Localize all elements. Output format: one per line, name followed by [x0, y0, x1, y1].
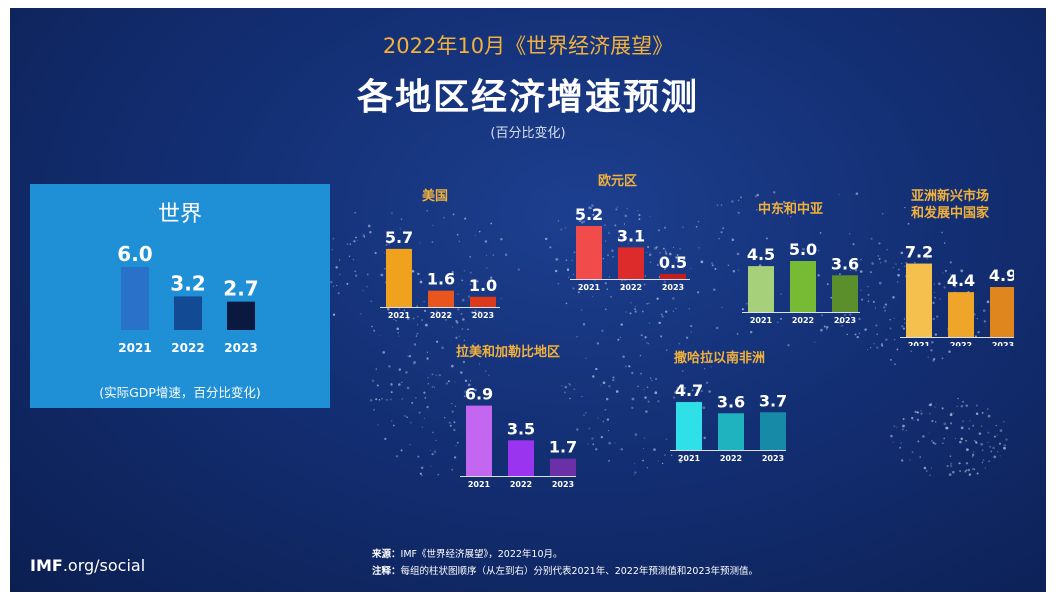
region-title-mena: 中东和中亚 — [758, 202, 824, 217]
latam-value-2023: 1.7 — [549, 438, 576, 457]
mena-year-2022: 2022 — [792, 316, 814, 324]
mena-year-2023: 2023 — [834, 316, 856, 324]
mena-chart: 4.5 2021 5.0 2022 3.6 2023 — [742, 240, 860, 324]
world-year-2023: 2023 — [224, 341, 257, 355]
euro-chart: 5.2 2021 3.1 2022 0.5 2023 — [570, 205, 690, 292]
asia-bar-2021 — [906, 263, 932, 337]
report-subtitle: 2022年10月《世界经济展望》 — [382, 34, 674, 58]
us-year-2022: 2022 — [430, 311, 452, 320]
asia-chart: 7.2 2021 4.4 2022 4.9 2023 — [900, 243, 1014, 346]
mena-year-2021: 2021 — [750, 316, 773, 324]
page-title: 各地区经济增速预测 — [356, 77, 699, 118]
mena-bar-2023 — [832, 275, 858, 312]
us-value-2023: 1.0 — [469, 276, 497, 295]
asia-value-2023: 4.9 — [989, 266, 1014, 285]
latam-value-2021: 6.9 — [465, 385, 493, 404]
asia-year-2023: 2023 — [992, 341, 1014, 346]
ssa-value-2023: 3.7 — [759, 391, 786, 410]
us-year-2023: 2023 — [472, 311, 494, 320]
ssa-year-2021: 2021 — [678, 454, 701, 462]
infographic: 2022年10月《世界经济展望》 各地区经济增速预测 (百分比变化) 世界 6.… — [10, 8, 1046, 592]
region-title-asia: 亚洲新兴市场 和发展中国家 — [910, 189, 989, 221]
world-year-2021: 2021 — [118, 341, 151, 355]
us-bar-2023 — [470, 296, 496, 307]
ssa-bar-2023 — [760, 412, 786, 450]
mena-bar-2021 — [748, 266, 774, 312]
latam-bar-2023 — [550, 458, 576, 476]
euro-bar-2021 — [576, 225, 602, 279]
euro-bar-2023 — [660, 273, 686, 279]
latam-year-2023: 2023 — [552, 480, 574, 488]
euro-year-2022: 2022 — [620, 283, 642, 292]
asia-year-2021: 2021 — [908, 341, 931, 346]
world-value-2023: 2.7 — [223, 277, 258, 301]
footnote: 注释：每组的柱状图顺序（从左到右）分别代表2021年、2022年预测值和2023… — [372, 566, 759, 577]
latam-year-2021: 2021 — [468, 480, 491, 488]
us-value-2021: 5.7 — [385, 228, 413, 247]
euro-value-2021: 5.2 — [575, 205, 603, 224]
unit-label: (百分比变化) — [490, 126, 566, 141]
latam-bar-2022 — [508, 440, 534, 476]
world-chart: 6.0 2021 3.2 2022 2.7 2023 — [117, 242, 258, 355]
world-bar-2022 — [174, 296, 202, 330]
euro-value-2023: 0.5 — [659, 253, 687, 272]
us-value-2022: 1.6 — [427, 270, 455, 289]
asia-value-2022: 4.4 — [947, 271, 975, 290]
latam-year-2022: 2022 — [510, 480, 532, 488]
asia-year-2022: 2022 — [950, 341, 972, 346]
ssa-bar-2022 — [718, 413, 744, 450]
euro-bar-2022 — [618, 247, 644, 279]
world-value-2022: 3.2 — [170, 271, 205, 295]
latam-bar-2021 — [466, 405, 492, 476]
world-panel: 世界 6.0 2021 3.2 2022 2.7 2023 (实际GDP增速，百分比变化) — [30, 184, 330, 408]
region-title-ssa: 撒哈拉以南非洲 — [674, 351, 766, 366]
world-value-2021: 6.0 — [117, 242, 152, 266]
euro-year-2021: 2021 — [578, 283, 601, 292]
mena-value-2022: 5.0 — [789, 240, 817, 259]
euro-year-2023: 2023 — [662, 283, 684, 292]
mena-bar-2022 — [790, 261, 816, 312]
region-title-us: 美国 — [422, 189, 449, 204]
world-bar-2021 — [121, 267, 149, 330]
mena-value-2023: 3.6 — [831, 254, 859, 273]
latam-value-2022: 3.5 — [507, 419, 535, 438]
ssa-bar-2021 — [676, 402, 702, 450]
ssa-year-2023: 2023 — [762, 454, 784, 462]
world-title: 世界 — [157, 202, 202, 227]
ssa-year-2022: 2022 — [720, 454, 742, 462]
ssa-value-2021: 4.7 — [675, 381, 703, 400]
asia-value-2021: 7.2 — [905, 243, 933, 262]
region-title-latam: 拉美和加勒比地区 — [456, 345, 561, 360]
world-year-2022: 2022 — [171, 341, 204, 355]
ssa-chart: 4.7 2021 3.6 2022 3.7 2023 — [670, 381, 786, 462]
world-note: (实际GDP增速，百分比变化) — [99, 385, 261, 400]
us-bar-2022 — [428, 290, 454, 307]
ssa-value-2022: 3.6 — [717, 392, 745, 411]
imf-social-link[interactable]: IMF.org/social — [30, 556, 146, 575]
us-year-2021: 2021 — [388, 311, 411, 320]
us-chart: 5.7 2021 1.6 2022 1.0 2023 — [380, 228, 500, 320]
asia-bar-2022 — [948, 292, 974, 337]
region-title-euro: 欧元区 — [598, 174, 638, 189]
euro-value-2022: 3.1 — [617, 226, 645, 245]
us-bar-2021 — [386, 248, 412, 307]
world-bar-2023 — [227, 301, 255, 330]
mena-value-2021: 4.5 — [747, 245, 775, 264]
asia-bar-2023 — [990, 287, 1014, 337]
latam-chart: 6.9 2021 3.5 2022 1.7 2023 — [460, 385, 576, 488]
source-note: 来源：IMF《世界经济展望》，2022年10月。 — [372, 549, 563, 560]
